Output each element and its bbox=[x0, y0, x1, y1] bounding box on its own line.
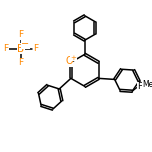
Text: −: − bbox=[21, 39, 29, 49]
Text: O: O bbox=[65, 56, 73, 66]
Text: F: F bbox=[18, 30, 23, 39]
Text: F: F bbox=[137, 82, 142, 91]
Text: F: F bbox=[33, 44, 38, 53]
Text: F: F bbox=[18, 58, 23, 67]
Text: F: F bbox=[3, 44, 8, 53]
Text: B: B bbox=[17, 44, 24, 54]
Text: +: + bbox=[71, 55, 77, 61]
Text: Me: Me bbox=[142, 80, 152, 89]
